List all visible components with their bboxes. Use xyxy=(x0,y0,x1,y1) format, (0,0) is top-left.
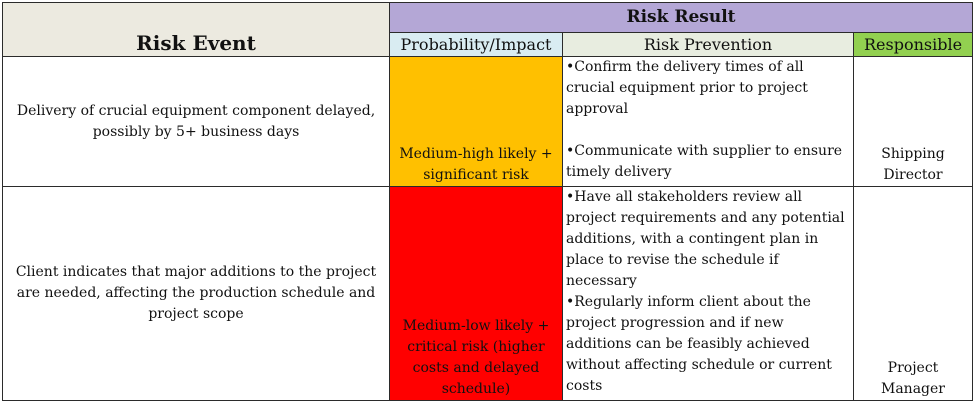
responsible-header[interactable]: Responsible xyxy=(853,32,973,57)
prevention-item: •Confirm the delivery times of all cruci… xyxy=(566,59,808,117)
risk-result-header[interactable]: Risk Result xyxy=(389,2,973,33)
risk-event-header[interactable]: Risk Event xyxy=(2,2,390,57)
risk-prevention-header[interactable]: Risk Prevention xyxy=(562,32,854,57)
prevention-item: •Regularly inform client about the proje… xyxy=(566,294,832,394)
responsible-cell[interactable]: Shipping Director xyxy=(853,56,973,187)
prevention-item: •Have all stakeholders review all projec… xyxy=(566,189,845,289)
header-row-sub: Probability/Impact Risk Prevention Respo… xyxy=(3,32,973,57)
risk-event-cell[interactable]: Client indicates that major additions to… xyxy=(2,186,390,401)
probability-cell[interactable]: Medium-low likely + critical risk (highe… xyxy=(389,186,563,401)
probability-cell[interactable]: Medium-high likely + significant risk xyxy=(389,56,563,187)
prevention-cell[interactable]: •Confirm the delivery times of all cruci… xyxy=(562,56,854,187)
prevention-cell[interactable]: •Have all stakeholders review all projec… xyxy=(562,186,854,401)
table-row: Delivery of crucial equipment component … xyxy=(2,56,973,187)
spacer xyxy=(566,120,850,141)
table-row: Client indicates that major additions to… xyxy=(2,186,973,401)
responsible-cell[interactable]: Project Manager xyxy=(853,186,973,401)
header-row-top: Risk Event Risk Result xyxy=(2,2,973,57)
probability-impact-header[interactable]: Probability/Impact xyxy=(389,32,563,57)
prevention-item: •Communicate with supplier to ensure tim… xyxy=(566,143,843,180)
risk-event-cell[interactable]: Delivery of crucial equipment component … xyxy=(2,56,390,187)
